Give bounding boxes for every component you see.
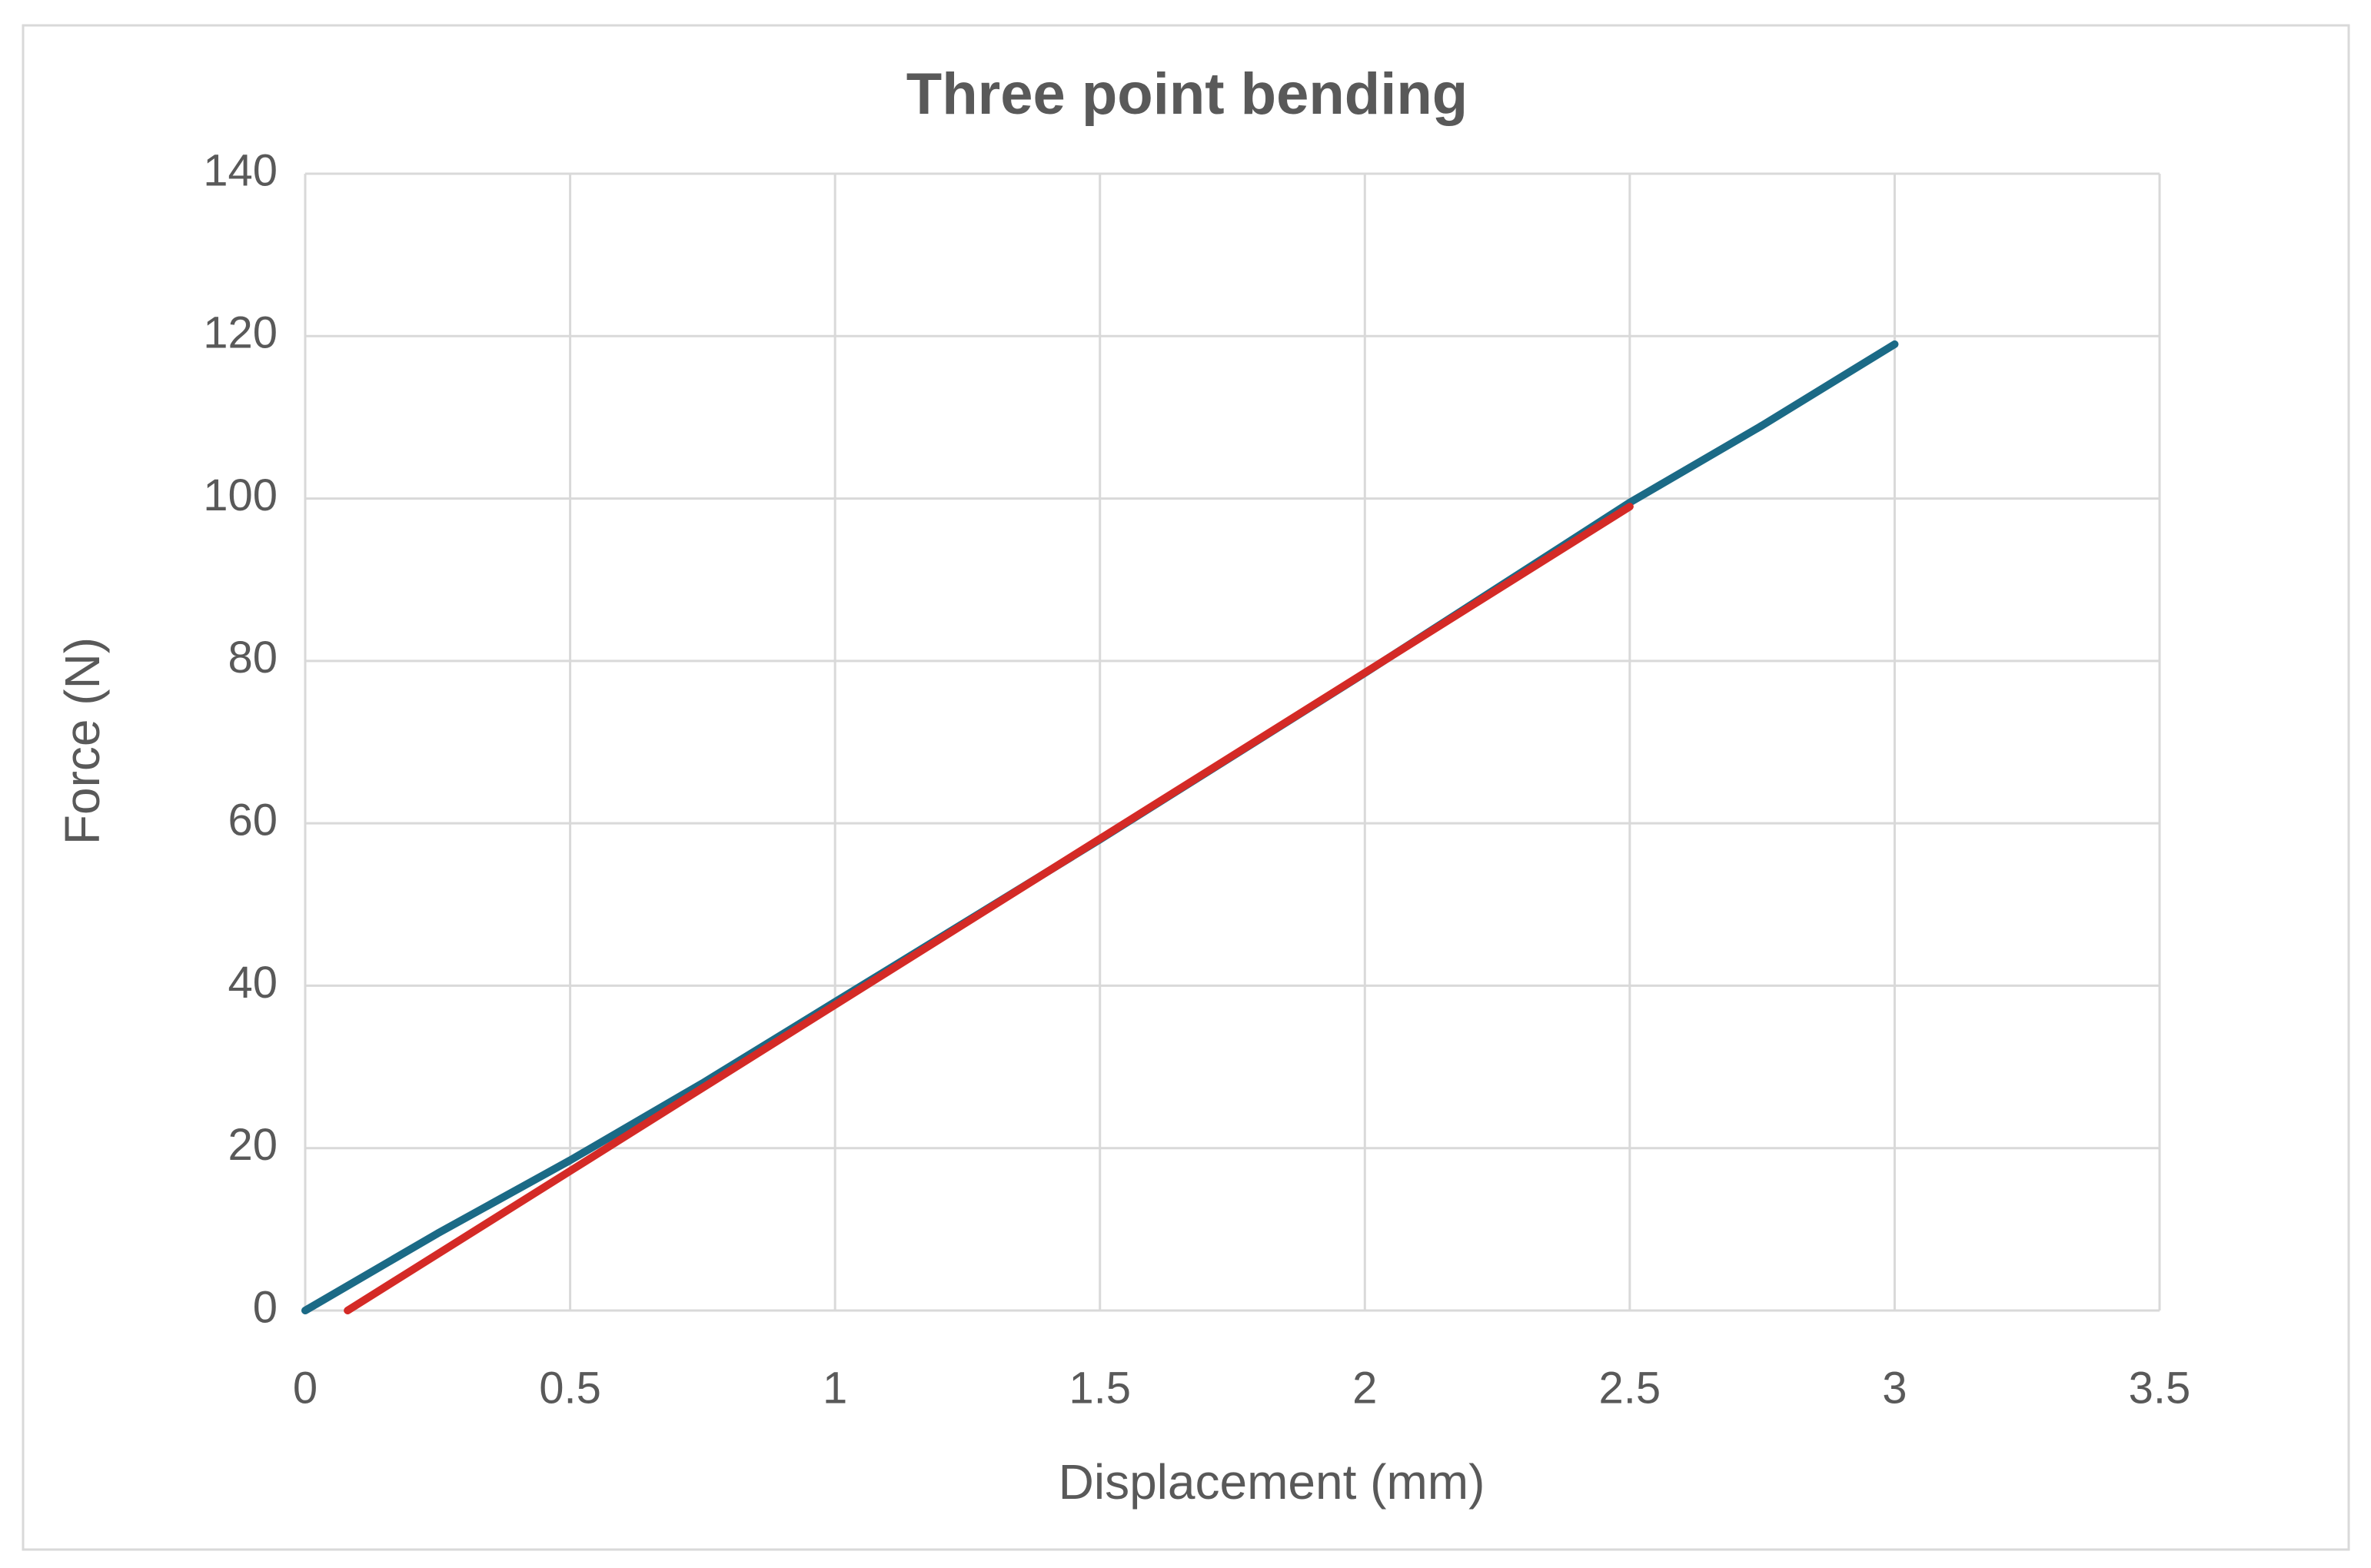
data-line (344, 503, 1634, 1314)
y-tick-label: 120 (203, 308, 278, 358)
chart-title: Three point bending (906, 61, 1468, 127)
y-tick-label: 80 (228, 633, 278, 683)
y-tick-label: 20 (228, 1120, 278, 1170)
x-axis-label: Displacement (mm) (1059, 1454, 1485, 1510)
x-tick-label: 3 (1882, 1363, 1907, 1413)
x-tick-label: 2.5 (1599, 1363, 1661, 1413)
x-tick-label: 3.5 (2129, 1363, 2191, 1413)
y-tick-label: 100 (203, 470, 278, 520)
y-axis-label: Force (N) (55, 637, 110, 845)
x-tick-label: 1 (823, 1363, 847, 1413)
x-tick-label: 0.5 (539, 1363, 601, 1413)
y-tick-label: 60 (228, 795, 278, 845)
x-tick-label: 0 (293, 1363, 318, 1413)
y-tick-label: 0 (253, 1282, 278, 1332)
y-tick-label: 40 (228, 958, 278, 1008)
y-tick-label: 140 (203, 145, 278, 195)
x-tick-label: 1.5 (1069, 1363, 1131, 1413)
x-tick-label: 2 (1352, 1363, 1377, 1413)
